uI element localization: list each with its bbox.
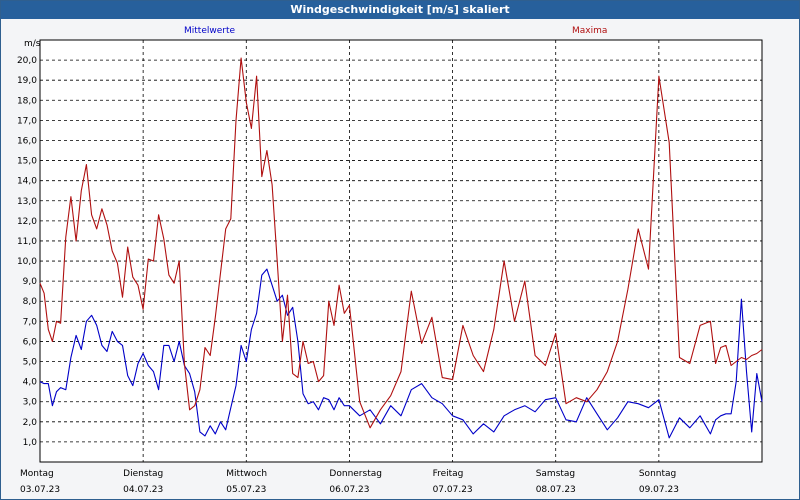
x-tick-date: 09.07.23 [639,485,679,495]
y-tick-label: 10,0 [17,257,37,267]
x-tick-date: 08.07.23 [536,485,576,495]
y-tick-label: 17,0 [17,116,37,126]
legend-maxima: Maxima [572,26,607,36]
legend-mittelwerte: Mittelwerte [184,26,235,36]
y-tick-label: 4,0 [23,378,38,388]
y-tick-label: 2,0 [23,418,38,428]
x-tick-day: Freitag [433,469,464,479]
y-tick-label: 1,0 [23,438,38,448]
x-tick-date: 04.07.23 [123,485,163,495]
y-tick-label: 18,0 [17,96,37,106]
y-tick-label: 20,0 [17,56,37,66]
y-axis-unit: m/s [24,39,41,49]
y-tick-label: 8,0 [23,297,38,307]
y-tick-label: 11,0 [17,237,37,247]
y-tick-label: 9,0 [23,277,38,287]
y-tick-label: 16,0 [17,136,37,146]
series-line-mittelwerte [39,268,763,439]
y-tick-label: 14,0 [17,177,37,187]
x-tick-date: 06.07.23 [329,485,369,495]
x-tick-day: Samstag [536,469,575,479]
y-tick-label: 6,0 [23,337,38,347]
y-tick-label: 15,0 [17,157,37,167]
plot-area [39,39,763,463]
series-line-maxima [39,57,763,429]
x-tick-day: Donnerstag [329,469,382,479]
x-tick-date: 07.07.23 [433,485,473,495]
grid [40,40,762,462]
y-tick-label: 13,0 [17,197,37,207]
x-tick-day: Sonntag [639,469,676,479]
y-tick-label: 3,0 [23,398,38,408]
y-tick-label: 19,0 [17,76,37,86]
y-tick-label: 5,0 [23,358,38,368]
y-axis: 1,0 2,0 3,0 4,0 5,0 6,0 7,0 8,0 9,0 10,0 11,0 12,0 1… [17,56,37,448]
x-tick-day: Dienstag [123,469,163,479]
x-axis: Montag 03.07.23 Dienstag 04.07.23 Mittwoch 05… [20,469,679,495]
y-tick-label: 12,0 [17,217,37,227]
window-title: Windgeschwindigkeit [m/s] skaliert [1,1,799,19]
y-tick-label: 7,0 [23,317,38,327]
x-tick-day: Mittwoch [226,469,267,479]
x-tick-day: Montag [20,469,54,479]
x-tick-date: 05.07.23 [226,485,266,495]
x-tick-date: 03.07.23 [20,485,60,495]
series-layer [39,57,763,439]
